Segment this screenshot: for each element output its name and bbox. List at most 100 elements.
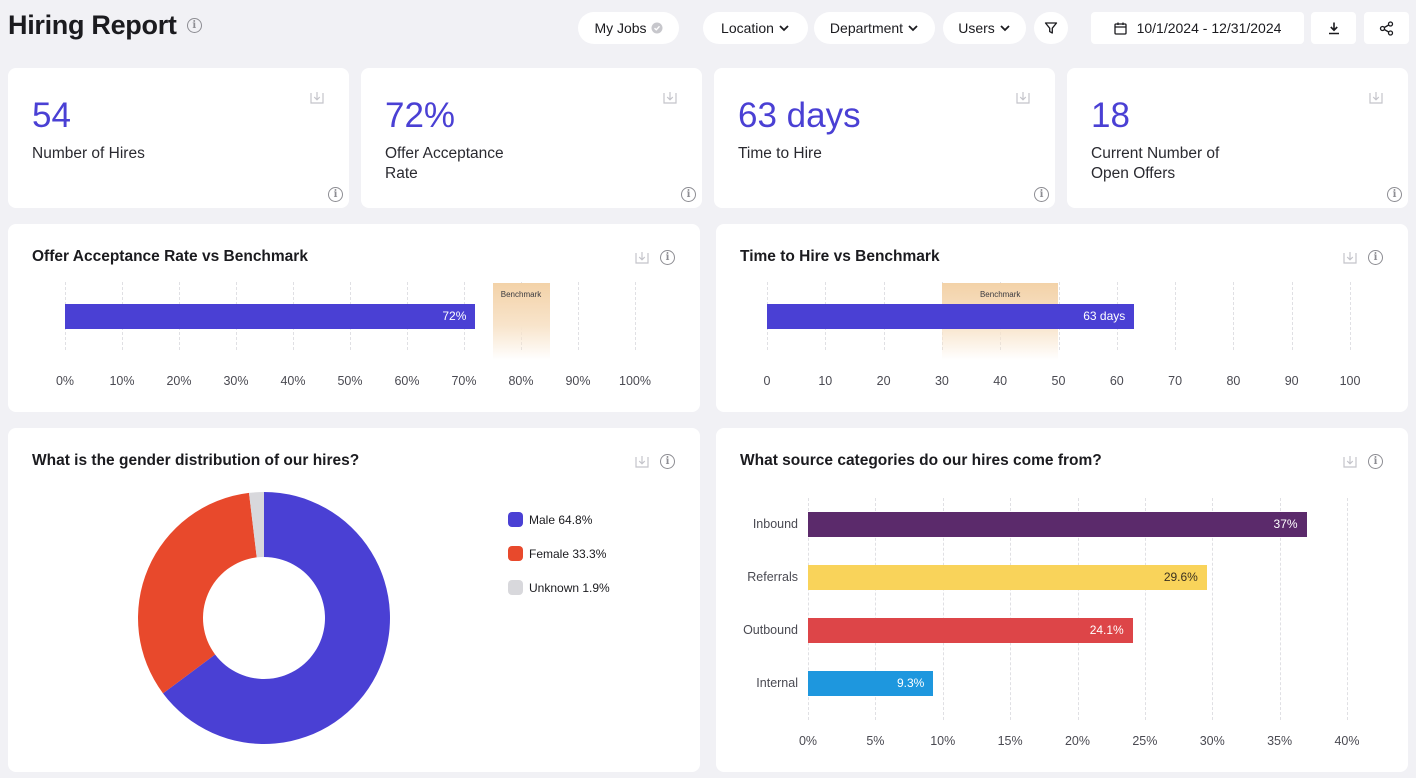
category-label: Inbound — [752, 517, 798, 531]
donut-slice-female[interactable] — [138, 492, 257, 694]
download-icon — [1328, 22, 1339, 35]
kpi-card-offer-acceptance: 72% Offer Acceptance Rate i — [361, 68, 702, 208]
bar-value-label: 37% — [1273, 517, 1298, 531]
info-icon[interactable]: i — [660, 454, 675, 469]
download-icon[interactable] — [1342, 250, 1358, 266]
legend-swatch — [508, 512, 523, 527]
info-icon[interactable]: i — [1368, 454, 1383, 469]
gridline — [1233, 282, 1235, 350]
bar-internal[interactable]: 9.3% — [808, 671, 934, 696]
gridline — [942, 498, 944, 720]
source-categories-chart: 0% 5% 10% 15% 20% 25% 30% 35% 40% Inbound 37% Refer… — [716, 428, 1408, 772]
kpi-label: Current Number of Open Offers — [1091, 145, 1220, 182]
gridline — [1175, 282, 1177, 350]
share-button[interactable] — [1364, 12, 1409, 44]
x-tick-label: 30% — [1199, 734, 1225, 748]
gridline — [635, 282, 636, 350]
download-icon[interactable] — [309, 90, 325, 106]
download-icon[interactable] — [1342, 454, 1358, 470]
download-icon[interactable] — [1368, 90, 1384, 106]
calendar-icon — [1113, 22, 1127, 35]
download-report-button[interactable] — [1311, 12, 1356, 44]
x-tick-label: 5% — [866, 734, 885, 748]
chart-title: Offer Acceptance Rate vs Benchmark — [32, 248, 308, 265]
x-tick-label: 70 — [1168, 374, 1183, 388]
value-bar[interactable]: 63 days — [767, 304, 1135, 329]
x-tick-label: 20% — [166, 374, 192, 388]
category-label: Referrals — [747, 570, 798, 584]
gridline — [875, 498, 877, 720]
info-icon[interactable]: i — [660, 250, 675, 265]
x-tick-label: 60 — [1109, 374, 1124, 388]
info-icon[interactable]: i — [1368, 250, 1383, 265]
bar-value-label: 72% — [442, 309, 467, 323]
download-icon[interactable] — [662, 90, 678, 106]
source-categories-card: What source categories do our hires come… — [716, 428, 1408, 772]
bar-value-label: 29.6% — [1163, 570, 1198, 584]
value-bar[interactable]: 72% — [65, 304, 476, 329]
x-tick-label: 40% — [280, 374, 306, 388]
time-to-hire-chart: 0 10 20 30 40 50 60 70 80 90 100 Benchmark 63 days — [716, 224, 1408, 412]
bar-value-label: 9.3% — [896, 676, 925, 690]
benchmark-label: Benchmark — [500, 290, 542, 299]
x-tick-label: 40% — [1334, 734, 1360, 748]
bar-referrals[interactable]: 29.6% — [808, 565, 1207, 590]
kpi-label: Offer Acceptance Rate — [385, 145, 504, 182]
info-icon[interactable]: i — [328, 187, 343, 202]
gridline — [1010, 498, 1012, 720]
gender-distribution-card: What is the gender distribution of our h… — [8, 428, 700, 772]
x-tick-label: 10% — [109, 374, 135, 388]
users-dropdown[interactable]: Users — [943, 12, 1026, 44]
legend-item-male[interactable]: Male 64.8% — [508, 512, 592, 527]
chevron-down-icon — [908, 25, 918, 32]
info-icon[interactable]: i — [1387, 187, 1402, 202]
donut-slice-unknown[interactable] — [248, 492, 264, 558]
benchmark-label: Benchmark — [979, 290, 1021, 299]
x-tick-label: 15% — [997, 734, 1023, 748]
bar-value-label: 24.1% — [1089, 623, 1124, 637]
legend-item-female[interactable]: Female 33.3% — [508, 546, 606, 561]
info-icon[interactable]: i — [681, 187, 696, 202]
download-icon[interactable] — [1015, 90, 1031, 106]
kpi-value: 72% — [385, 96, 456, 135]
x-tick-label: 35% — [1267, 734, 1293, 748]
gridline — [578, 282, 579, 350]
x-tick-label: 10 — [818, 374, 833, 388]
info-icon[interactable]: i — [186, 18, 202, 33]
x-tick-label: 60% — [394, 374, 420, 388]
x-tick-label: 30% — [223, 374, 249, 388]
date-range-picker[interactable]: 10/1/2024 - 12/31/2024 — [1091, 12, 1304, 44]
chart-title: What is the gender distribution of our h… — [32, 452, 360, 469]
x-tick-label: 80% — [508, 374, 534, 388]
x-tick-label: 90% — [565, 374, 591, 388]
kpi-card-time-to-hire: 63 days Time to Hire i — [714, 68, 1055, 208]
legend-item-unknown[interactable]: Unknown 1.9% — [508, 580, 610, 595]
download-icon[interactable] — [634, 250, 650, 266]
check-circle-icon — [651, 22, 663, 34]
x-tick-label: 40 — [993, 374, 1008, 388]
gridline — [1350, 282, 1351, 350]
offer-acceptance-chart: 0% 10% 20% 30% 40% 50% 60% 70% 80% 90% 100% Benchma… — [8, 224, 700, 412]
department-dropdown[interactable]: Department — [814, 12, 935, 44]
donut-slice-male[interactable] — [163, 492, 391, 744]
kpi-value: 54 — [32, 96, 71, 135]
x-tick-label: 10% — [930, 734, 956, 748]
filter-button[interactable] — [1034, 12, 1068, 44]
kpi-label: Number of Hires — [32, 145, 145, 162]
x-tick-label: 25% — [1132, 734, 1158, 748]
benchmark-band[interactable]: Benchmark — [492, 283, 550, 360]
x-tick-label: 20% — [1064, 734, 1091, 748]
kpi-value: 63 days — [738, 96, 861, 135]
kpi-value: 18 — [1091, 96, 1130, 135]
bar-outbound[interactable]: 24.1% — [808, 618, 1133, 643]
gridline — [1291, 282, 1293, 350]
my-jobs-filter[interactable]: My Jobs — [578, 12, 679, 44]
x-tick-label: 90 — [1284, 374, 1299, 388]
download-icon[interactable] — [634, 454, 650, 470]
location-dropdown[interactable]: Location — [703, 12, 808, 44]
page-title: Hiring Report i — [8, 10, 202, 41]
gridline — [1077, 498, 1079, 720]
bar-inbound[interactable]: 37% — [808, 512, 1307, 537]
kpi-label: Time to Hire — [738, 145, 822, 162]
info-icon[interactable]: i — [1034, 187, 1049, 202]
